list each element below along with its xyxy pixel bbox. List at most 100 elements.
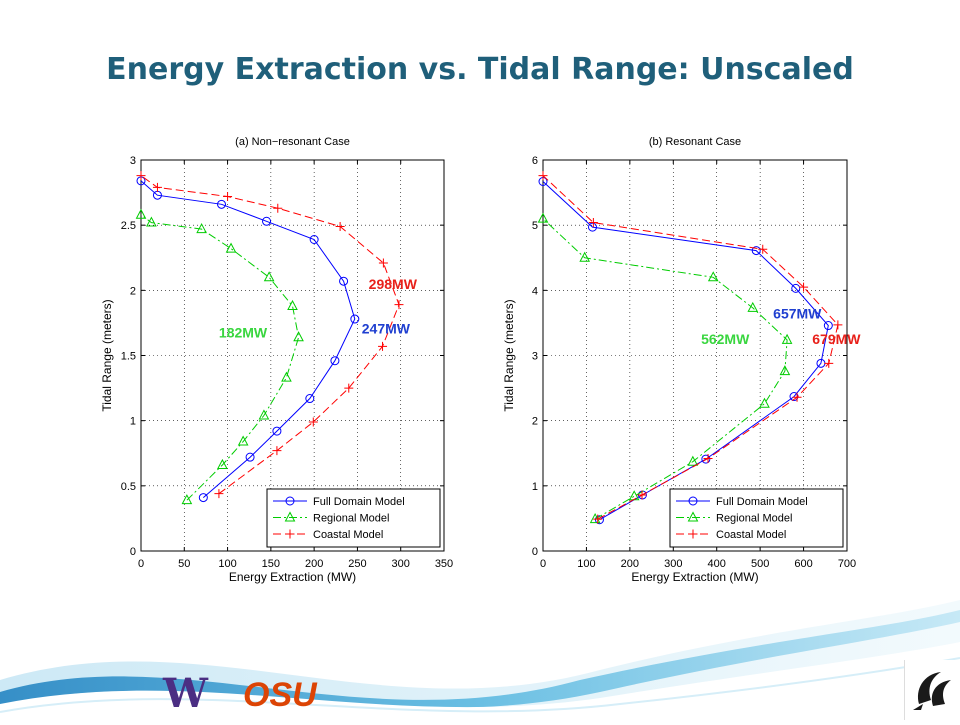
data-point <box>308 417 318 427</box>
series-line <box>542 218 788 520</box>
x-tick-label: 100 <box>218 558 236 570</box>
data-point <box>823 321 833 331</box>
y-tick-label: 1.5 <box>121 351 136 363</box>
data-point <box>330 356 340 366</box>
data-point <box>293 331 304 342</box>
data-point <box>273 203 283 213</box>
x-tick-label: 250 <box>348 558 366 570</box>
annotation-full: 657MW <box>773 305 822 321</box>
data-point <box>335 221 345 231</box>
data-point <box>223 191 233 201</box>
y-axis-label: Tidal Range (meters) <box>502 299 516 411</box>
data-point <box>593 514 603 524</box>
y-tick-label: 1 <box>532 481 538 493</box>
data-point <box>305 394 315 404</box>
data-point <box>537 212 549 223</box>
data-point <box>245 452 255 462</box>
series-line <box>542 175 839 520</box>
data-point <box>263 271 275 282</box>
data-point <box>799 282 809 292</box>
y-tick-label: 0 <box>532 546 538 558</box>
data-point <box>759 397 770 408</box>
data-point <box>394 300 404 310</box>
data-point <box>272 446 282 456</box>
footer-wave <box>0 600 960 720</box>
slide-title: Energy Extraction vs. Tidal Range: Unsca… <box>106 52 854 87</box>
data-point <box>258 409 270 420</box>
data-point <box>792 392 802 402</box>
data-point <box>217 199 227 209</box>
data-point <box>779 365 791 376</box>
legend-marker <box>285 496 295 506</box>
y-tick-label: 2 <box>130 285 136 297</box>
legend-label: Coastal Model <box>716 529 786 541</box>
legend: Full Domain Model Regional Model Coastal M… <box>266 488 441 548</box>
y-tick-label: 3 <box>532 351 538 363</box>
chart-non-resonant: 0 50 100 150 200 250 300 350 0 0.5 1 1.5 2 2.5 3 (a) No… <box>100 136 453 584</box>
partner-logo-icon <box>913 670 957 714</box>
y-tick-label: 0.5 <box>121 481 136 493</box>
y-tick-label: 2 <box>532 416 538 428</box>
y-tick-label: 1 <box>130 416 136 428</box>
data-point <box>196 223 207 234</box>
legend-label: Coastal Model <box>313 529 383 541</box>
y-axis-label: Tidal Range (meters) <box>100 299 114 411</box>
x-tick-label: 600 <box>794 558 812 570</box>
data-point <box>217 458 228 469</box>
y-tick-label: 2.5 <box>121 220 136 232</box>
annotation-regional: 562MW <box>701 331 750 347</box>
series-full <box>136 176 360 503</box>
x-tick-label: 300 <box>392 558 410 570</box>
university-of-washington-logo: W <box>163 670 208 717</box>
data-point <box>309 235 319 245</box>
series-line <box>140 175 400 495</box>
data-point <box>707 271 719 282</box>
data-point <box>751 246 761 256</box>
partner-logo <box>904 660 960 720</box>
data-point <box>538 171 548 181</box>
data-point <box>637 490 647 500</box>
y-tick-label: 0 <box>130 546 136 558</box>
y-tick-label: 6 <box>532 155 538 167</box>
x-tick-label: 0 <box>138 558 144 570</box>
y-tick-label: 3 <box>130 155 136 167</box>
y-tick-label: 5 <box>532 220 538 232</box>
data-point <box>181 494 193 505</box>
data-point <box>588 218 598 228</box>
series-coastal <box>538 171 843 524</box>
x-tick-label: 350 <box>435 558 453 570</box>
data-point <box>272 426 282 436</box>
data-point <box>703 453 713 463</box>
annotation-coastal: 298MW <box>369 276 418 292</box>
data-point <box>287 299 298 310</box>
data-point <box>281 371 292 382</box>
data-point <box>594 515 604 525</box>
chart-title: (a) Non−resonant Case <box>235 136 350 148</box>
data-point <box>262 216 272 226</box>
oregon-state-logo: OSU <box>243 676 317 714</box>
series-line <box>140 180 356 498</box>
legend-marker <box>687 511 699 522</box>
data-point <box>378 341 388 351</box>
data-point <box>237 435 249 446</box>
x-tick-label: 50 <box>178 558 190 570</box>
data-point <box>225 242 237 253</box>
y-tick-label: 4 <box>532 285 538 297</box>
data-point <box>135 208 147 219</box>
data-point <box>687 455 699 466</box>
data-point <box>198 493 208 503</box>
legend-marker <box>688 496 698 506</box>
series-regional <box>537 212 793 524</box>
data-point <box>824 358 834 368</box>
data-point <box>579 251 591 262</box>
x-axis-label: Energy Extraction (MW) <box>229 570 356 584</box>
legend-label: Regional Model <box>716 513 792 525</box>
legend-label: Full Domain Model <box>716 496 808 508</box>
data-point <box>152 182 162 192</box>
legend: Full Domain Model Regional Model Coastal M… <box>669 488 844 548</box>
x-tick-label: 0 <box>540 558 546 570</box>
legend-marker <box>285 529 295 539</box>
x-tick-label: 300 <box>664 558 682 570</box>
x-tick-label: 100 <box>577 558 595 570</box>
